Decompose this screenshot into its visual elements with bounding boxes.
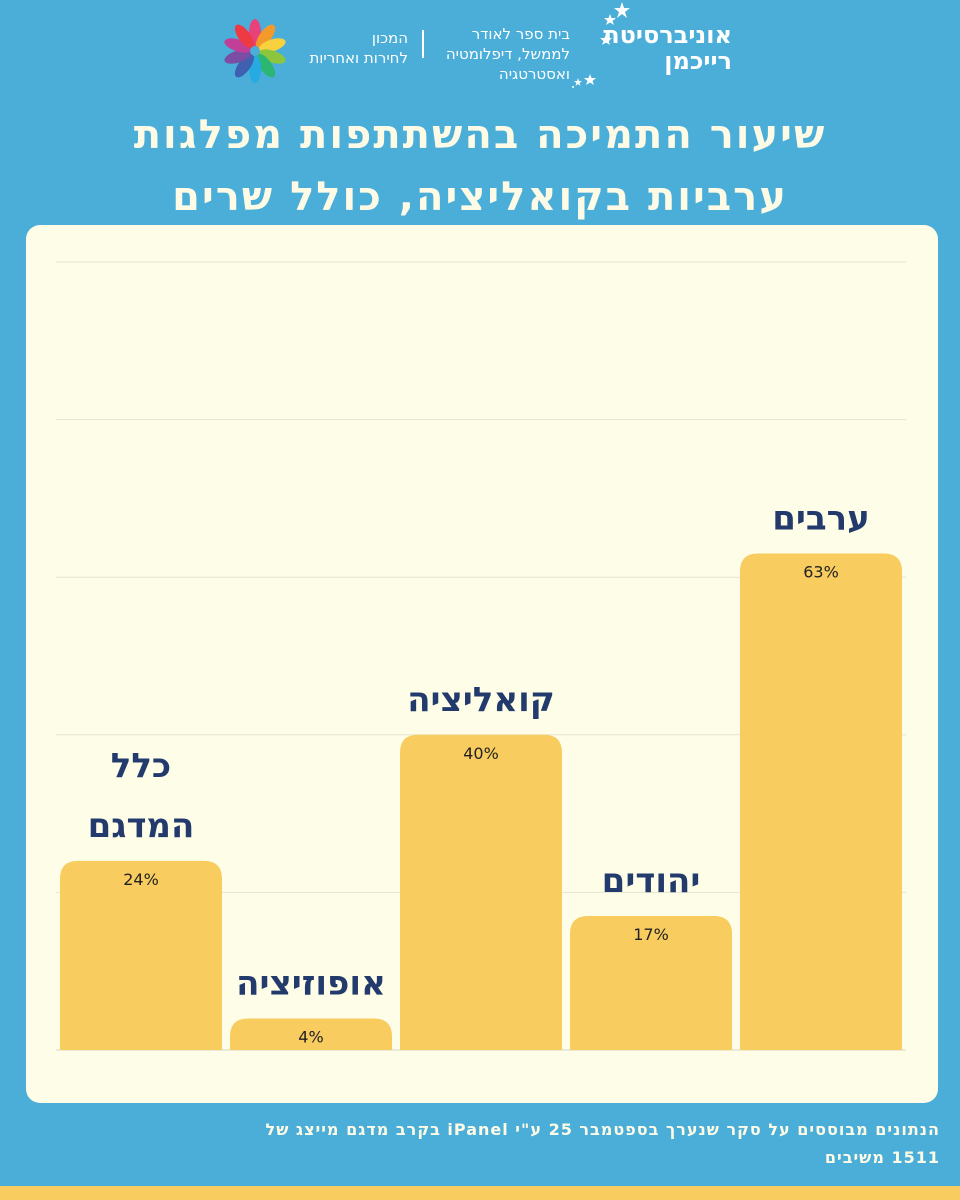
school-name: בית ספר לאודר לממשל, דיפלומטיה ואסטרטגיה [420,24,570,84]
bar-value-label: 4% [298,1027,323,1046]
category-label: יהודים [602,861,701,901]
university-name-line2: רייכמן [664,47,732,75]
category-label: כלל [111,746,171,786]
bar [230,1018,392,1050]
institute-line2: לחירות ואחריות [309,49,408,67]
institute-line1: המכון [371,29,408,47]
bar-chart: 24% כלל המדגם 4% אופוזיציה 40% קואליציה 17% יהוד… [56,261,906,1051]
bar [400,734,562,1050]
header-divider [422,30,424,58]
bar [570,916,732,1050]
category-label: קואליציה [407,680,555,720]
reichman-logo: אוניברסיטת רייכמן [603,22,732,74]
bar-value-label: 63% [803,563,839,582]
institute-name: המכון לחירות ואחריות [296,28,408,68]
chart-panel: 24% כלל המדגם 4% אופוזיציה 40% קואליציה 17% יהוד… [26,225,938,1103]
footnote-line1: הנתונים מבוססים על סקר שנערך בספטמבר 25 … [265,1120,940,1139]
bottom-band [0,1186,960,1200]
institute-flower-logo-icon [224,19,286,83]
footnote-line2: 1511 משיבים [824,1148,940,1167]
category-label: אופוזיציה [236,963,386,1003]
header: אוניברסיטת רייכמן בית ספר לאודר לממשל, ד… [0,0,960,100]
title-line2: ערביות בקואליציה, כולל שרים [172,174,788,220]
bar [60,860,222,1050]
bar [740,553,902,1050]
title-line1: שיעור התמיכה בהשתתפות מפלגות [133,112,827,158]
footnote: הנתונים מבוססים על סקר שנערך בספטמבר 25 … [100,1116,940,1172]
school-line2: לממשל, דיפלומטיה [445,45,570,63]
bar-value-label: 17% [633,925,669,944]
bar-value-label: 40% [463,744,499,763]
page-title: שיעור התמיכה בהשתתפות מפלגות ערביות בקוא… [60,104,900,228]
category-label: ערבים [772,499,870,539]
school-line3: ואסטרטגיה [498,65,570,83]
category-label: המדגם [88,806,195,846]
bar-value-label: 24% [123,870,159,889]
university-name-line1: אוניברסיטת [603,21,732,49]
stars-icon [572,2,630,88]
school-line1: בית ספר לאודר [471,25,570,43]
